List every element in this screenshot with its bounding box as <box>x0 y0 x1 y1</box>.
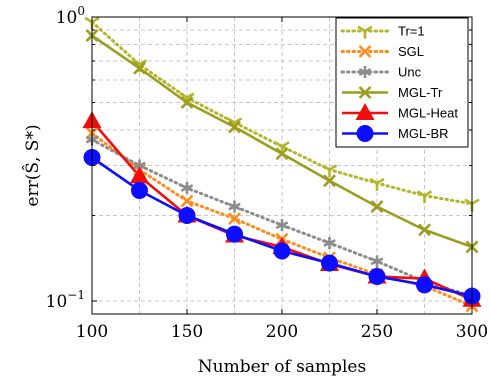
legend-marker-stroke <box>357 25 366 33</box>
data-point-stroke <box>131 59 141 66</box>
legend-marker <box>358 66 372 78</box>
data-point-stroke <box>186 92 195 99</box>
data-point <box>228 120 241 134</box>
data-point-stroke <box>370 200 384 214</box>
legend-label: MGL-Heat <box>398 106 458 121</box>
data-point-stroke <box>370 257 384 266</box>
legend-label: MGL-Tr <box>398 85 443 100</box>
data-point-stroke <box>423 190 433 197</box>
data-point <box>228 200 241 213</box>
data-point <box>180 194 194 208</box>
legend-marker-stroke <box>358 86 372 99</box>
data-point <box>180 96 194 109</box>
x-tick-label: 200 <box>266 322 298 342</box>
data-point-stroke <box>180 184 194 192</box>
y-tick-label: 100 <box>56 4 85 28</box>
data-point <box>228 212 241 226</box>
data-point <box>178 207 196 225</box>
data-point-stroke <box>91 16 100 24</box>
data-point-stroke <box>471 198 480 205</box>
x-axis-label: Number of samples <box>198 357 366 377</box>
data-point <box>418 223 431 237</box>
legend-box <box>335 17 469 148</box>
data-point-stroke <box>179 92 188 99</box>
data-point-stroke <box>416 190 426 197</box>
data-point-stroke <box>323 174 336 188</box>
x-tick-label: 150 <box>171 322 203 342</box>
legend-marker <box>356 125 374 142</box>
data-point-stroke <box>418 223 431 237</box>
data-point-stroke <box>369 177 378 185</box>
legend-marker <box>357 25 373 39</box>
data-point-stroke <box>281 141 290 148</box>
data-point-stroke <box>228 212 241 226</box>
legend-marker-stroke <box>358 45 372 58</box>
data-point <box>323 237 336 250</box>
data-point <box>323 174 336 188</box>
data-point-stroke <box>180 194 194 208</box>
legend: Tr=1 SGL Unc MGL-Tr MGL-Heat MGL-BR <box>335 17 469 148</box>
data-point <box>275 147 289 161</box>
data-point <box>131 181 148 199</box>
legend-marker <box>358 86 372 99</box>
data-point-stroke <box>226 117 236 124</box>
data-point <box>321 254 338 272</box>
data-point-stroke <box>323 239 336 247</box>
data-point <box>370 255 384 268</box>
data-point <box>416 190 433 204</box>
data-point-stroke <box>233 117 243 124</box>
data-point <box>321 164 338 178</box>
data-point-stroke <box>321 164 331 171</box>
y-axis-ticks: 10−1 100 <box>46 4 472 312</box>
data-point <box>369 177 385 191</box>
legend-label: MGL-BR <box>398 126 449 141</box>
x-tick-label: 300 <box>456 322 488 342</box>
data-point <box>133 61 146 75</box>
data-point <box>226 225 243 243</box>
data-point-stroke <box>275 147 289 161</box>
legend-marker-stroke <box>358 68 372 76</box>
data-point <box>180 181 194 194</box>
data-point <box>370 200 384 214</box>
y-axis-label: err(Ŝ, S*) <box>22 124 43 206</box>
data-point <box>368 267 386 285</box>
x-axis-ticks: 100 150 200 250 300 <box>76 17 488 342</box>
legend-marker <box>355 103 375 120</box>
data-point-stroke <box>228 202 241 211</box>
data-point-stroke <box>328 164 338 171</box>
data-point-stroke <box>376 177 385 185</box>
legend-label: Unc <box>398 65 422 80</box>
data-point-stroke <box>228 120 241 134</box>
legend-label: SGL <box>398 44 424 59</box>
data-point <box>130 166 149 184</box>
data-point-stroke <box>464 198 473 205</box>
legend-label: Tr=1 <box>398 24 425 39</box>
data-point-stroke <box>133 161 146 170</box>
data-point <box>416 276 433 294</box>
x-tick-label: 250 <box>361 322 393 342</box>
data-point-stroke <box>275 221 289 230</box>
series-markers <box>82 16 482 313</box>
data-point-stroke <box>274 141 283 148</box>
x-tick-label: 100 <box>76 322 108 342</box>
data-point-stroke <box>84 16 93 24</box>
y-tick-label: 10−1 <box>46 288 85 312</box>
data-point <box>273 242 291 260</box>
data-point-stroke <box>133 61 146 75</box>
legend-marker <box>358 45 372 58</box>
data-point <box>275 219 289 232</box>
data-point-stroke <box>138 59 148 66</box>
legend-marker-stroke <box>364 25 373 33</box>
data-point-stroke <box>180 96 194 109</box>
